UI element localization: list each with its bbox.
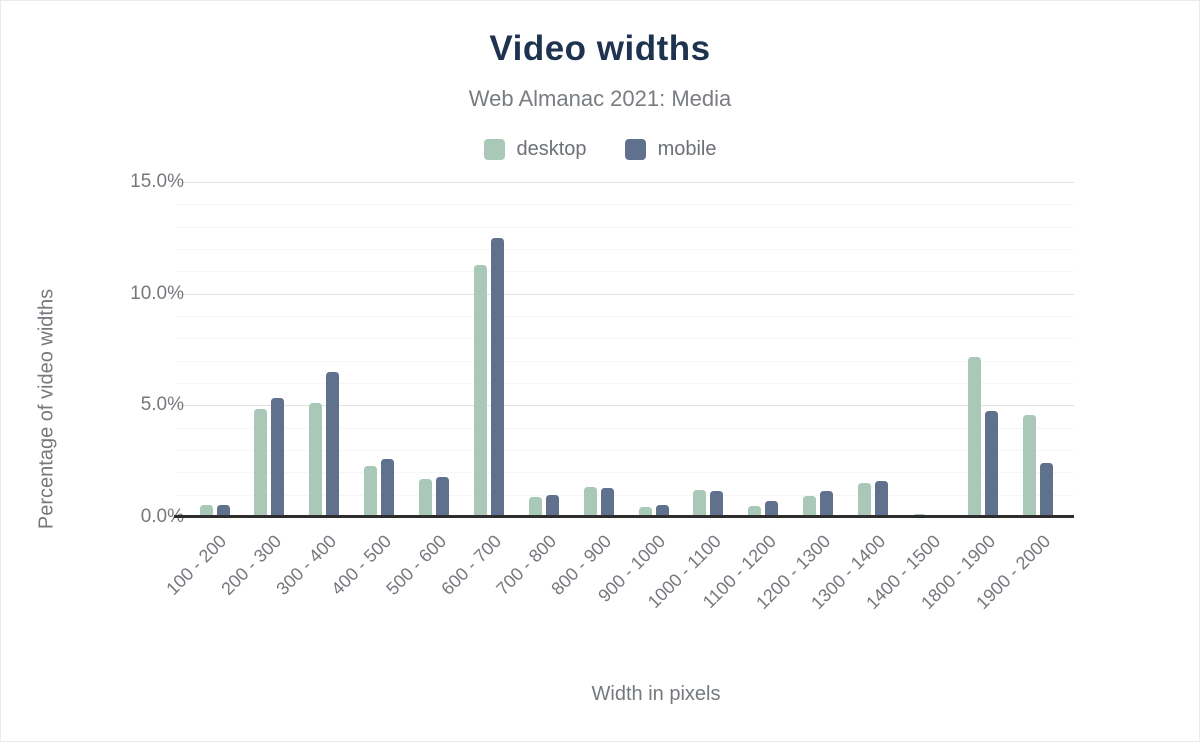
gridline	[177, 204, 1074, 206]
bar-mobile-1800-1900	[984, 411, 998, 517]
chart-legend: desktop mobile	[1, 138, 1199, 161]
gridline	[177, 271, 1074, 273]
bar-desktop-1000-1100	[693, 490, 707, 517]
bar-desktop-400-500	[364, 466, 378, 517]
bar-mobile-200-300	[271, 398, 285, 517]
gridline	[177, 450, 1074, 451]
bar-desktop-300-400	[309, 403, 323, 517]
bar-mobile-600-700	[490, 238, 504, 517]
chart-title: Video widths	[489, 29, 711, 68]
bar-mobile-300-400	[326, 372, 340, 517]
gridline	[177, 338, 1074, 340]
bar-desktop-200-300	[254, 409, 268, 517]
gridline	[177, 249, 1074, 250]
bar-desktop-100-200	[199, 505, 213, 517]
gridline	[177, 427, 1074, 429]
gridline	[177, 472, 1074, 474]
gridline	[177, 182, 1074, 183]
gridline	[177, 383, 1074, 384]
bar-mobile-700-800	[545, 495, 559, 517]
bar-mobile-500-600	[436, 477, 449, 517]
x-tick-label: 400 - 500	[327, 531, 396, 599]
bar-mobile-900-1000	[655, 505, 669, 517]
gridline	[177, 494, 1074, 496]
bar-desktop-500-600	[419, 479, 432, 517]
x-tick-label: 600 - 700	[437, 531, 506, 599]
x-axis-line	[174, 515, 1074, 518]
legend-label-desktop: desktop	[516, 138, 587, 160]
legend-swatch-desktop	[483, 139, 505, 160]
chart-subtitle: Web Almanac 2021: Media	[468, 86, 732, 111]
bar-desktop-1300-1400	[858, 483, 871, 517]
legend-item-mobile: mobile	[624, 138, 717, 161]
bar-mobile-1300-1400	[875, 481, 888, 517]
y-axis-title: Percentage of video widths	[35, 288, 58, 530]
bar-desktop-1900-2000	[1022, 415, 1036, 517]
bar-mobile-100-200	[216, 505, 230, 517]
bar-mobile-1100-1200	[765, 501, 779, 517]
bar-mobile-1900-2000	[1039, 463, 1053, 517]
bar-desktop-600-700	[473, 265, 487, 517]
bar-desktop-700-800	[528, 497, 542, 517]
gridline	[177, 360, 1074, 362]
bar-desktop-1200-1300	[803, 496, 817, 517]
legend-swatch-mobile	[624, 139, 646, 160]
y-tick-label: 10.0%	[130, 282, 184, 304]
gridline	[177, 316, 1074, 317]
bar-mobile-800-900	[600, 488, 614, 517]
y-tick-label: 15.0%	[130, 171, 184, 192]
x-tick-label: 500 - 600	[382, 531, 451, 599]
y-tick-label: 0.0%	[140, 506, 184, 527]
bar-mobile-400-500	[381, 459, 395, 517]
legend-label-mobile: mobile	[657, 138, 717, 160]
x-tick-label: 300 - 400	[272, 531, 341, 599]
gridline	[177, 293, 1074, 295]
gridline	[177, 226, 1074, 228]
bar-desktop-1800-1900	[967, 357, 981, 517]
bar-desktop-800-900	[583, 487, 597, 517]
bar-mobile-1000-1100	[710, 491, 724, 517]
legend-item-desktop: desktop	[483, 138, 587, 161]
bar-desktop-1100-1200	[748, 506, 762, 517]
bar-mobile-1200-1300	[820, 491, 834, 517]
bar-desktop-900-1000	[638, 507, 652, 517]
x-axis-title: Width in pixels	[591, 683, 721, 705]
gridline	[177, 405, 1074, 407]
y-tick-label: 5.0%	[140, 394, 184, 416]
